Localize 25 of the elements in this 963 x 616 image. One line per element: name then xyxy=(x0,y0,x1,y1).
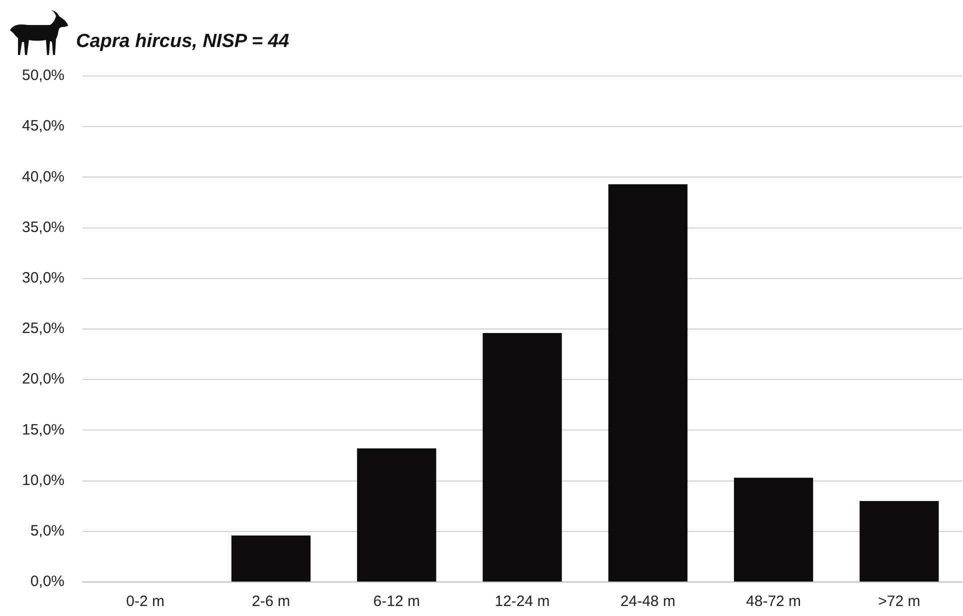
y-tick-label: 35,0% xyxy=(22,218,65,236)
x-tick-label: 12-24 m xyxy=(494,593,550,610)
x-tick-label: 6-12 m xyxy=(373,593,420,610)
y-tick-label: 30,0% xyxy=(22,270,65,287)
y-tick-label: 10,0% xyxy=(22,472,65,489)
bar xyxy=(734,478,814,582)
y-tick-label: 40,0% xyxy=(22,168,65,186)
bar xyxy=(860,501,939,582)
y-tick-label: 25,0% xyxy=(22,320,65,338)
x-tick-label: 48-72 m xyxy=(746,593,802,610)
x-tick-label: 0-2 m xyxy=(126,593,165,610)
chart-title: Capra hircus, NISP = 44 xyxy=(76,31,290,53)
x-tick-label: 2-6 m xyxy=(252,593,290,610)
bar xyxy=(357,448,436,582)
x-tick-label: >72 m xyxy=(878,593,920,610)
bar xyxy=(482,333,562,582)
bar xyxy=(608,184,688,582)
y-tick-label: 45,0% xyxy=(22,118,65,135)
y-tick-label: 0,0% xyxy=(30,573,65,590)
y-tick-label: 20,0% xyxy=(22,370,65,388)
y-tick-label: 5,0% xyxy=(30,522,65,540)
bar xyxy=(231,535,311,582)
y-tick-label: 15,0% xyxy=(22,421,65,438)
x-tick-label: 24-48 m xyxy=(620,593,676,610)
y-tick-label: 50,0% xyxy=(22,67,65,84)
